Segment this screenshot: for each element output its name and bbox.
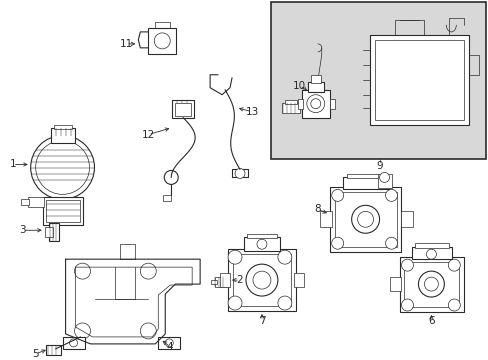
Bar <box>301 90 329 118</box>
Bar <box>215 277 228 287</box>
Circle shape <box>418 271 444 297</box>
Circle shape <box>277 250 291 264</box>
Bar <box>45 345 61 355</box>
Bar <box>233 254 290 306</box>
Bar <box>369 35 468 125</box>
Bar <box>246 234 276 238</box>
Circle shape <box>252 271 270 289</box>
Bar <box>62 337 84 349</box>
Bar <box>285 100 296 104</box>
Bar <box>148 28 176 54</box>
Bar <box>270 2 485 159</box>
Bar <box>310 75 320 83</box>
Circle shape <box>154 33 170 49</box>
Bar <box>175 103 191 116</box>
Text: 3: 3 <box>20 225 26 235</box>
Text: 6: 6 <box>427 316 434 326</box>
Bar <box>227 249 295 311</box>
Text: 12: 12 <box>142 130 155 140</box>
Bar <box>158 337 180 349</box>
Circle shape <box>424 277 437 291</box>
Bar <box>244 237 279 251</box>
Text: 10: 10 <box>293 81 306 91</box>
Text: 1: 1 <box>9 159 16 170</box>
Circle shape <box>74 263 90 279</box>
Circle shape <box>306 95 324 113</box>
Circle shape <box>74 323 90 339</box>
Bar <box>411 247 451 259</box>
Bar <box>342 177 388 189</box>
Bar <box>172 100 194 118</box>
Circle shape <box>447 259 459 271</box>
Circle shape <box>401 259 413 271</box>
Bar <box>334 192 396 247</box>
Circle shape <box>310 99 320 109</box>
Circle shape <box>245 264 277 296</box>
Bar <box>293 273 303 287</box>
Bar <box>281 103 299 113</box>
Text: 7: 7 <box>258 316 264 326</box>
Circle shape <box>331 189 343 201</box>
Circle shape <box>385 189 397 201</box>
Bar <box>377 175 391 188</box>
Bar <box>54 125 71 129</box>
Bar <box>307 82 323 92</box>
Circle shape <box>227 250 242 264</box>
Bar <box>401 211 413 227</box>
Text: 4: 4 <box>166 342 173 352</box>
Circle shape <box>164 170 178 184</box>
Circle shape <box>140 263 156 279</box>
Bar <box>20 199 29 205</box>
Bar <box>163 195 171 201</box>
Bar <box>51 127 74 143</box>
Bar <box>42 197 82 225</box>
Bar <box>48 223 59 241</box>
Bar <box>404 262 458 307</box>
Bar <box>374 40 463 120</box>
Circle shape <box>401 299 413 311</box>
Circle shape <box>379 172 389 183</box>
Text: 5: 5 <box>32 349 39 359</box>
Bar <box>399 257 463 312</box>
Circle shape <box>385 237 397 249</box>
Bar <box>28 197 43 207</box>
Bar <box>329 99 334 109</box>
Circle shape <box>256 239 266 249</box>
Circle shape <box>227 296 242 310</box>
Bar <box>415 243 448 248</box>
Circle shape <box>140 323 156 339</box>
Bar <box>44 227 53 237</box>
Bar <box>329 188 401 252</box>
Circle shape <box>235 168 244 179</box>
Circle shape <box>331 237 343 249</box>
Bar <box>220 273 229 287</box>
Bar <box>45 201 80 222</box>
Text: 13: 13 <box>245 107 258 117</box>
Circle shape <box>36 140 89 194</box>
Bar <box>232 170 247 177</box>
Circle shape <box>357 211 373 227</box>
Circle shape <box>31 136 94 199</box>
Bar <box>297 99 302 109</box>
Bar <box>319 211 331 227</box>
Circle shape <box>277 296 291 310</box>
Circle shape <box>426 249 435 259</box>
Circle shape <box>447 299 459 311</box>
Text: 2: 2 <box>236 275 243 285</box>
Circle shape <box>69 339 78 347</box>
Bar <box>211 280 217 284</box>
Text: 8: 8 <box>314 204 321 214</box>
Bar <box>389 277 400 291</box>
Circle shape <box>165 339 173 347</box>
Text: 9: 9 <box>375 162 382 171</box>
Circle shape <box>351 205 379 233</box>
Text: 11: 11 <box>120 39 133 49</box>
Bar <box>346 175 384 179</box>
